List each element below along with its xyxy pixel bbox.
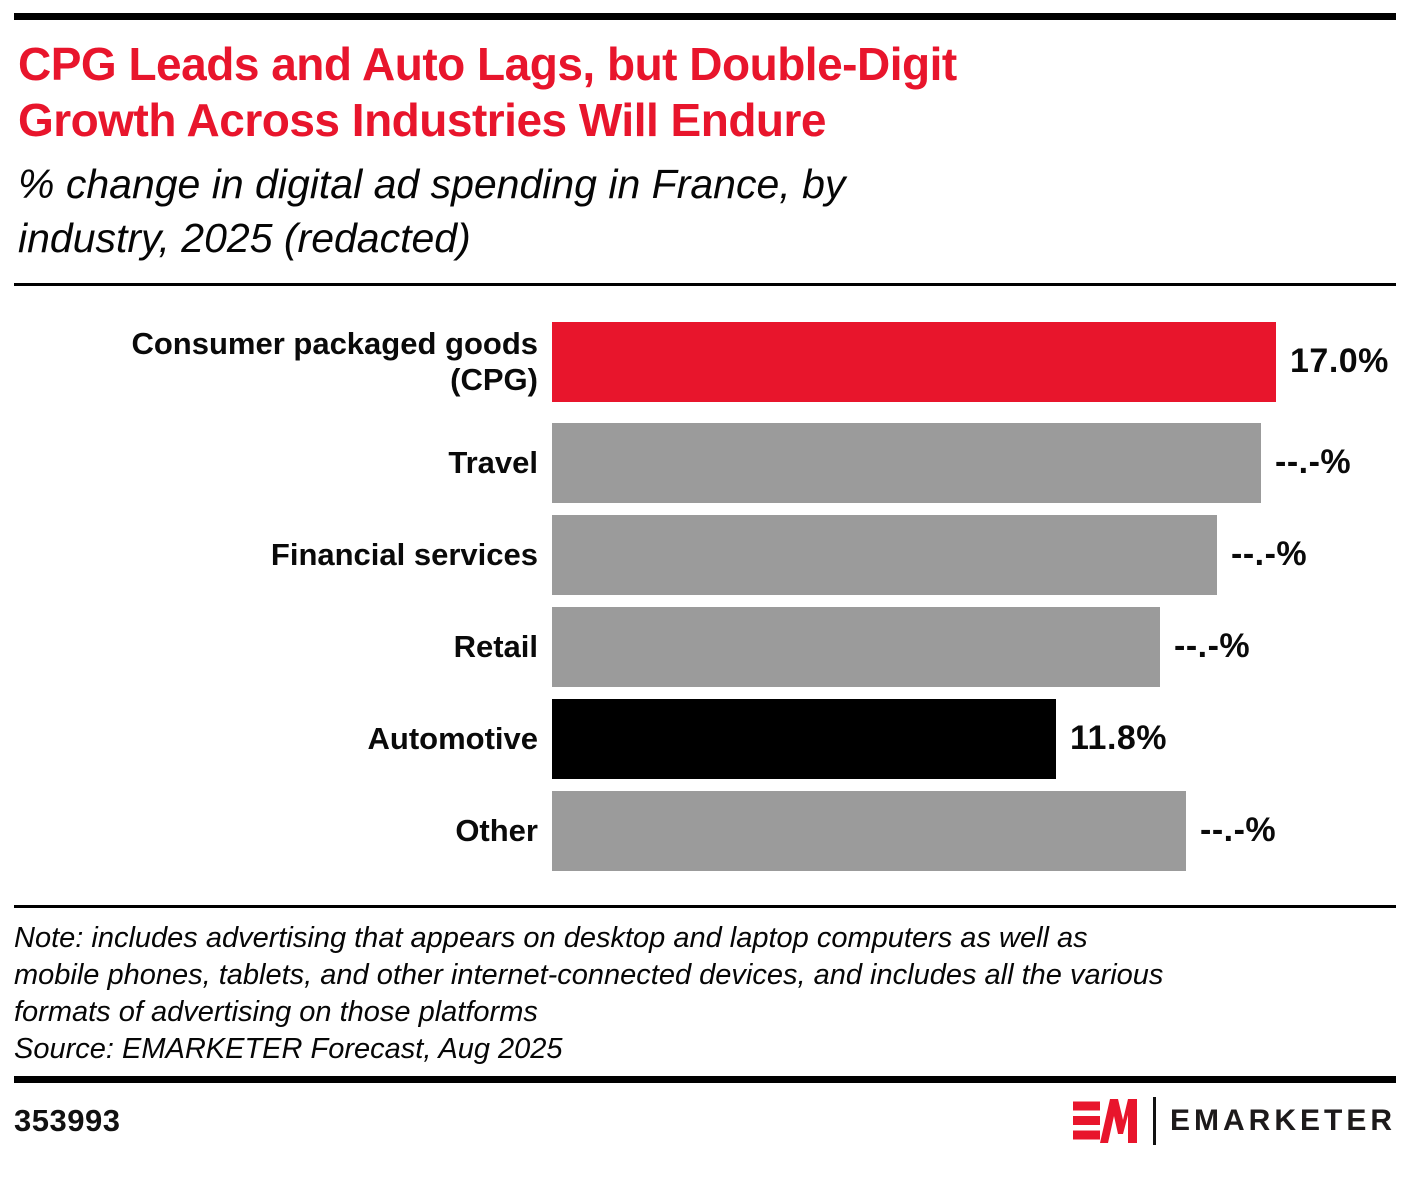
value-label: --.-% [1275,443,1352,482]
category-label: Travel [448,444,538,480]
value-label: 11.8% [1070,719,1168,758]
category-label: Financial services [270,536,538,572]
chart-row: Travel --.-% [14,422,1396,503]
chart-row: Retail --.-% [14,606,1396,687]
bar-chart: Consumer packaged goods (CPG) 17.0% Travel… [14,321,1396,871]
bar-track: --.-% [552,422,1396,503]
page: CPG Leads and Auto Lags, but Double-Digi… [0,13,1410,1147]
category-label: Other [455,812,538,848]
chart-row: Consumer packaged goods (CPG) 17.0% [14,321,1396,402]
category-label: Consumer packaged goods (CPG) [131,325,538,397]
value-label: --.-% [1231,535,1308,574]
header-divider [14,282,1396,286]
chart-subtitle: % change in digital ad spending in Franc… [18,161,846,261]
note-divider [14,904,1396,908]
category-label: Automotive [367,720,539,756]
footer: 353993 EMARKETER [14,1095,1396,1147]
bar [552,422,1261,503]
bar [552,606,1160,687]
bar-track: 11.8% [552,698,1396,779]
brand-wordmark: EMARKETER [1169,1104,1396,1138]
bar [552,514,1217,595]
page-title: CPG Leads and Auto Lags, but Double-Digi… [18,38,957,147]
bottom-rule [14,1076,1396,1084]
value-label: --.-% [1200,811,1277,850]
chart-row: Financial services --.-% [14,514,1396,595]
emarketer-em-mark-icon [1072,1099,1137,1144]
bar [552,321,1276,402]
bar-track: 17.0% [552,321,1396,402]
category-label: Retail [453,628,538,664]
chart-note: Note: includes advertising that appears … [14,921,1164,1029]
chart-source: Source: EMARKETER Forecast, Aug 2025 [14,1033,563,1066]
bar [552,790,1186,871]
bar-track: --.-% [552,514,1396,595]
chart-row: Automotive 11.8% [14,698,1396,779]
bar-track: --.-% [552,606,1396,687]
bar [552,698,1056,779]
bar-track: --.-% [552,790,1396,871]
top-rule [14,13,1396,20]
chart-id: 353993 [14,1103,121,1139]
value-label: 17.0% [1290,342,1389,381]
value-label: --.-% [1174,627,1251,666]
brand-logo: EMARKETER [1072,1097,1396,1146]
logo-divider [1152,1097,1156,1146]
chart-row: Other --.-% [14,790,1396,871]
